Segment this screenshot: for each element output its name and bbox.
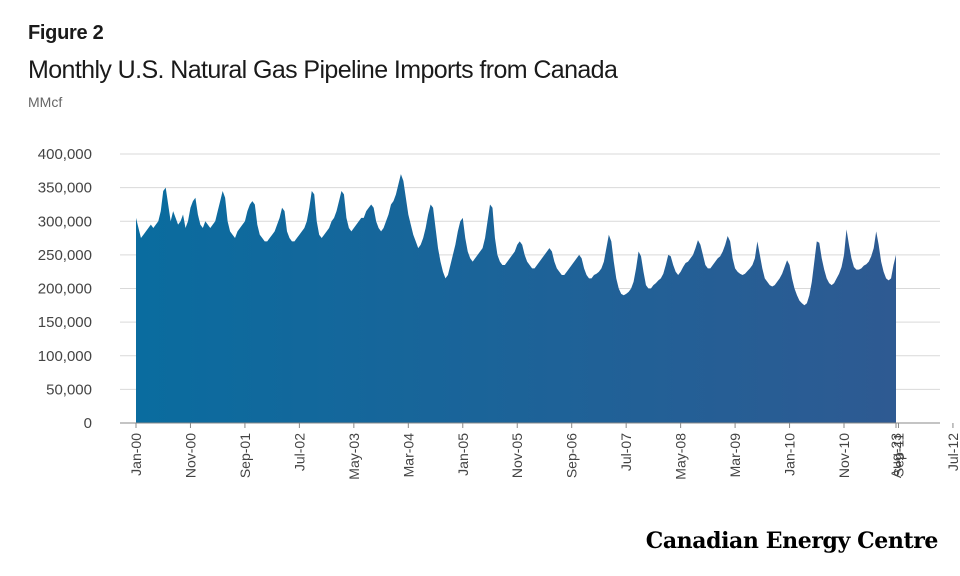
chart-unit-label: MMcf — [28, 94, 63, 110]
y-tick-label: 250,000 — [38, 247, 92, 264]
x-axis-tick-labels: Jan-00 Nov-00 Sep-01 Jul-02 May-03 Mar-04 Jan-… — [128, 423, 960, 480]
x-tick-label: Aug-23 — [888, 433, 904, 478]
x-tick-label: Jul-07 — [618, 433, 634, 471]
y-tick-label: 0 — [84, 415, 92, 432]
figure-label: Figure 2 — [28, 22, 104, 44]
imports-area-series — [136, 174, 896, 423]
x-tick-label: Jan-05 — [455, 433, 471, 476]
x-tick-label: Sep-11 — [890, 433, 906, 477]
y-tick-label: 350,000 — [38, 180, 92, 197]
y-tick-label: 50,000 — [46, 381, 92, 398]
x-tick-label: Mar-04 — [400, 433, 416, 478]
x-tick-label: Nov-05 — [509, 433, 525, 478]
x-tick-label: Nov-00 — [182, 433, 198, 478]
x-tick-label: Jan-00 — [128, 433, 144, 476]
x-tick-label: May-08 — [673, 433, 689, 480]
y-tick-label: 200,000 — [38, 281, 92, 298]
x-tick-label: Sep-06 — [564, 433, 580, 478]
brand-logo: Canadian Energy Centre — [645, 528, 939, 554]
x-tick-label: Mar-09 — [727, 433, 743, 478]
x-tick-label: May-03 — [346, 433, 362, 480]
x-tick-label: Jul-02 — [291, 433, 307, 471]
y-tick-label: 400,000 — [38, 146, 92, 163]
y-tick-label: 100,000 — [38, 348, 92, 365]
y-tick-label: 150,000 — [38, 314, 92, 331]
x-tick-label: Jul-12 — [945, 433, 960, 471]
x-tick-label: Nov-10 — [836, 433, 852, 478]
y-axis-tick-labels: 0 50,000 100,000 150,000 200,000 250,000 300,0… — [38, 146, 92, 432]
x-tick-label: Sep-01 — [237, 433, 253, 478]
y-tick-label: 300,000 — [38, 213, 92, 230]
chart-title: Monthly U.S. Natural Gas Pipeline Import… — [28, 56, 618, 84]
x-tick-label: Jan-10 — [782, 433, 798, 476]
